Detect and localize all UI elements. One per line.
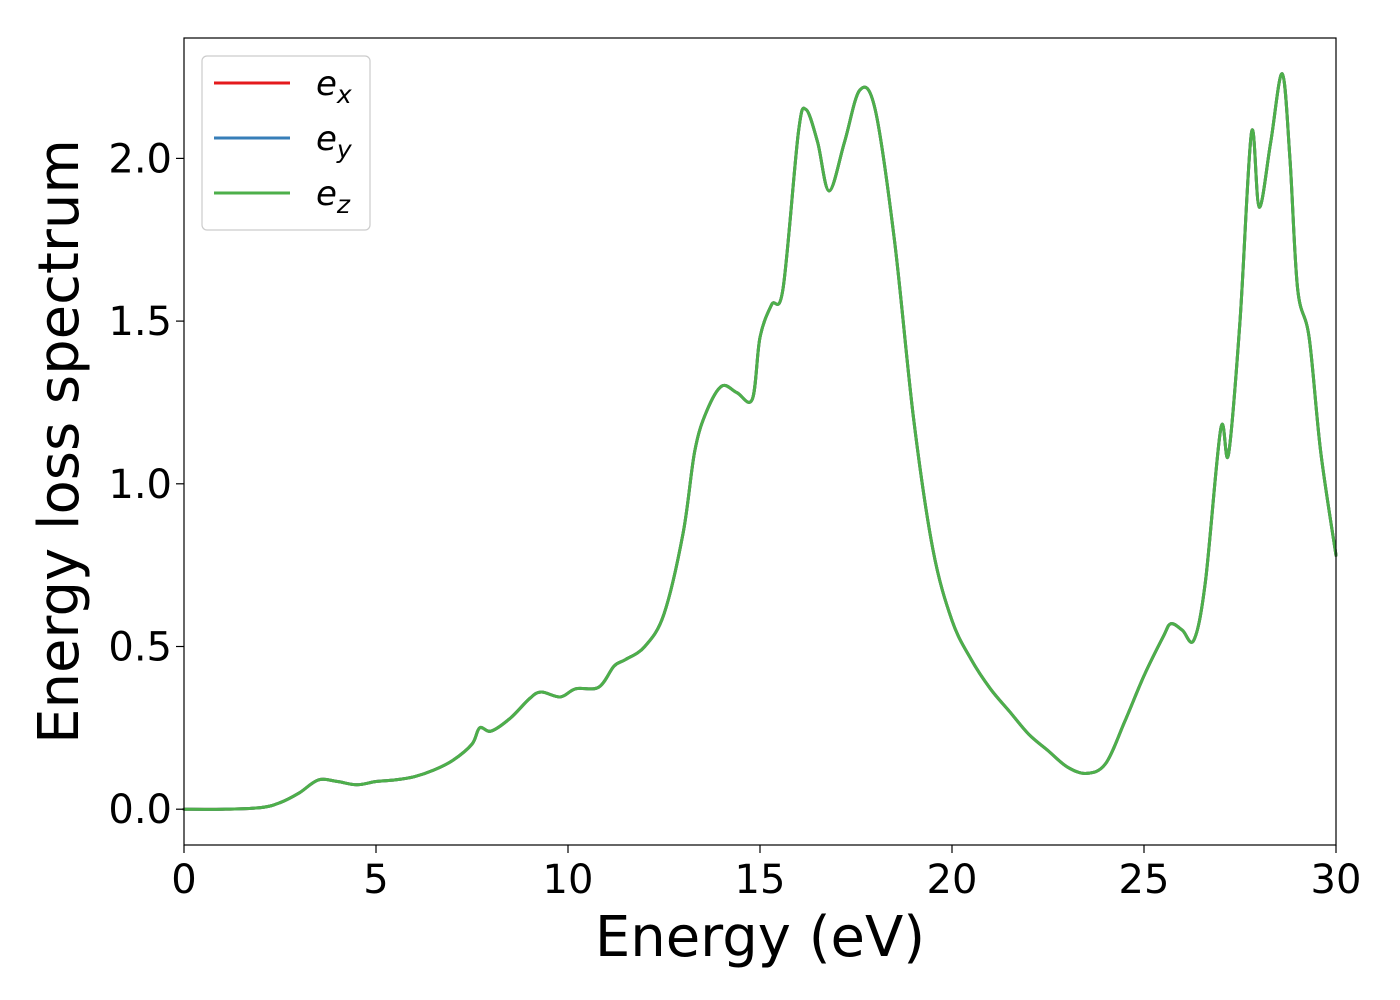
x-axis-title: Energy (eV) — [595, 905, 925, 970]
y-tick-label: 2.0 — [108, 136, 172, 182]
y-axis-ticks: 0.0 0.5 1.0 1.5 2.0 — [108, 136, 184, 833]
legend-label-ex: ex — [316, 64, 352, 109]
x-tick-label: 5 — [363, 857, 388, 903]
x-tick-label: 20 — [927, 857, 978, 903]
x-tick-label: 30 — [1311, 857, 1362, 903]
x-tick-label: 15 — [735, 857, 786, 903]
legend-label-ez: ez — [316, 174, 351, 219]
x-axis-ticks: 0 5 10 15 20 25 30 — [171, 845, 1361, 903]
y-tick-label: 0.0 — [108, 787, 172, 833]
legend-label-ey: ey — [316, 119, 353, 164]
y-tick-label: 1.5 — [108, 299, 172, 345]
x-tick-label: 0 — [171, 857, 196, 903]
x-tick-label: 25 — [1119, 857, 1170, 903]
series-line-ez — [182, 72, 1338, 811]
y-tick-label: 1.0 — [108, 462, 172, 508]
legend-box — [201, 55, 371, 231]
legend: ex ey ez — [201, 55, 371, 231]
x-tick-label: 10 — [543, 857, 594, 903]
series-layer — [182, 72, 1338, 811]
y-tick-label: 0.5 — [108, 625, 172, 671]
y-axis-title: Energy loss spectrum — [27, 139, 92, 744]
